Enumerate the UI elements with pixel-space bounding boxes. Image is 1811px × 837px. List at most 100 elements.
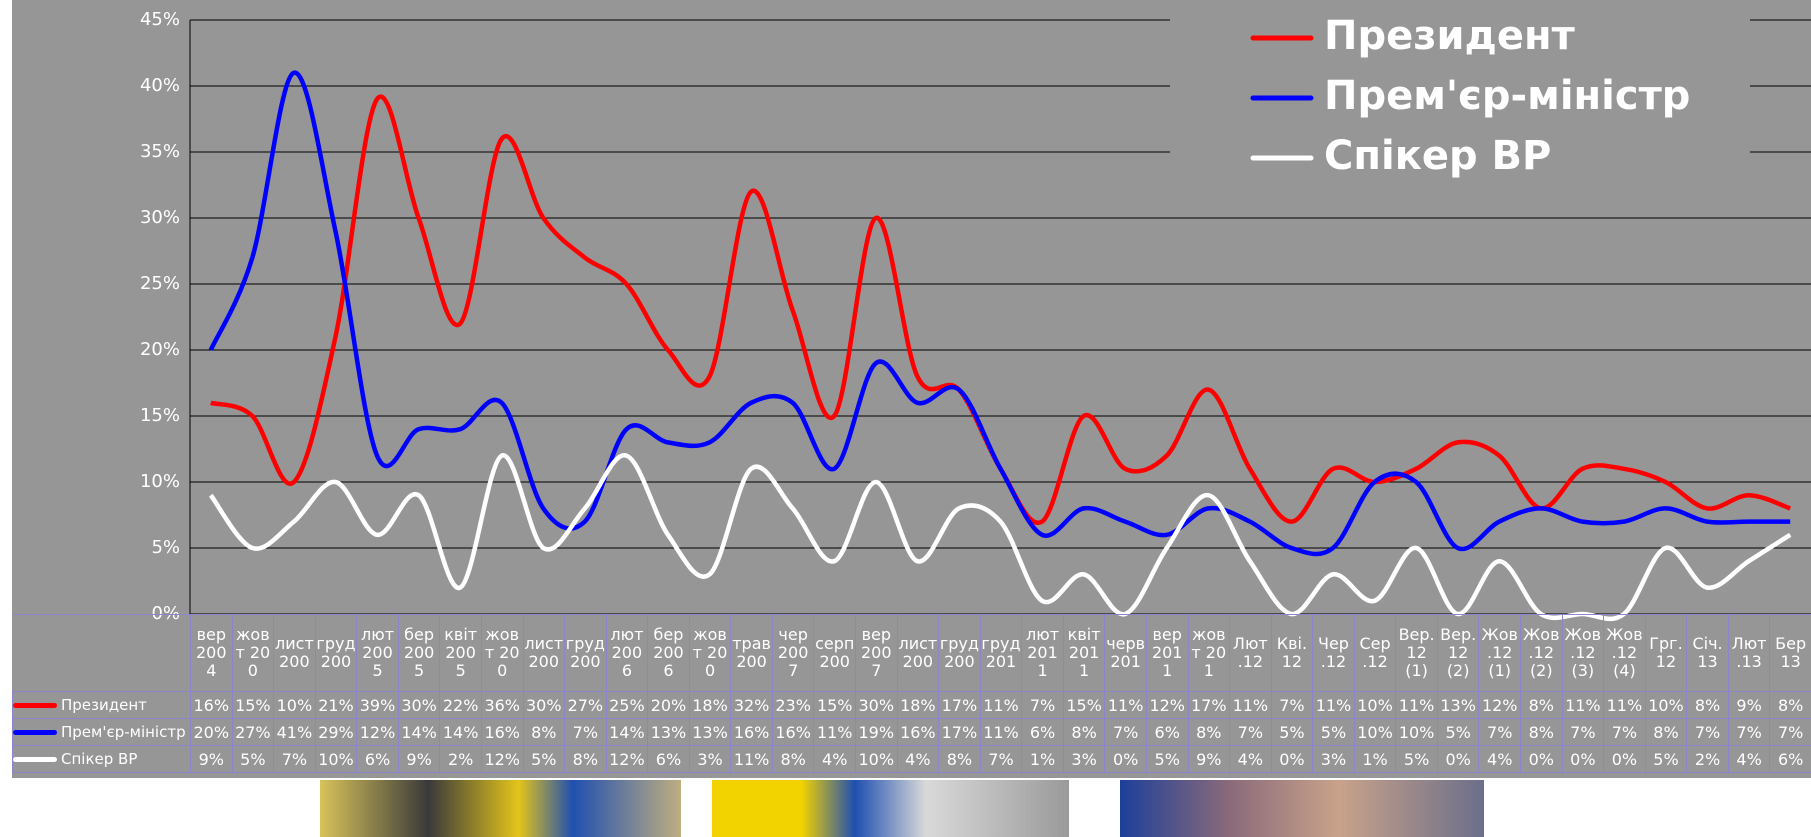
y-tick-label: 15% (140, 405, 180, 426)
data-row: Президент 16% 15% 10% 21% 39% 30% 22% 36% 30% 27% 2… (12, 691, 1811, 719)
value-cell: 9% (190, 745, 233, 773)
video-thumbnail (320, 780, 681, 837)
category-label: вер 2011 (1145, 614, 1189, 692)
category-label: вер 2004 (190, 614, 233, 692)
value-cell: 17% (1187, 691, 1231, 719)
value-cell: 7% (1270, 691, 1314, 719)
category-label: вер 2007 (855, 614, 898, 692)
value-cell: 7% (1229, 718, 1272, 746)
video-thumbnail (1120, 780, 1484, 837)
value-cell: 29% (314, 718, 358, 746)
value-cell: 10% (1353, 718, 1397, 746)
category-label: лист 200 (273, 614, 316, 692)
series-line (208, 453, 1792, 622)
value-cell: 10% (855, 745, 898, 773)
value-cell: 0% (1603, 745, 1646, 773)
value-cell: 6% (647, 745, 690, 773)
value-cell: 11% (1561, 691, 1605, 719)
category-label: Лют .13 (1727, 614, 1771, 692)
value-cell: 0% (1520, 745, 1563, 773)
row-swatch (13, 730, 57, 735)
value-cell: 14% (397, 718, 441, 746)
value-cell: 0% (1436, 745, 1480, 773)
row-swatch (13, 703, 57, 708)
y-tick-label: 40% (140, 75, 180, 96)
value-cell: 9% (1727, 691, 1771, 719)
value-cell: 25% (605, 691, 649, 719)
value-cell: 15% (813, 691, 856, 719)
category-label: Жов .12(2) (1520, 614, 1563, 692)
category-label: Кві. 12 (1270, 614, 1314, 692)
value-cell: 17% (938, 691, 981, 719)
row-label: Президент (12, 691, 191, 719)
category-label: жовт 200 (231, 614, 275, 692)
value-cell: 21% (314, 691, 358, 719)
video-thumbnail (712, 780, 1069, 837)
value-cell: 11% (813, 718, 856, 746)
category-label: трав 200 (730, 614, 773, 692)
category-label: серп 200 (813, 614, 856, 692)
value-cell: 12% (1478, 691, 1521, 719)
row-name: Прем'єр-міністр (61, 723, 186, 741)
header-row: вер 2004 жовт 200 лист 200 груд 200 лют 2005… (12, 614, 1811, 692)
value-cell: 10% (1353, 691, 1397, 719)
value-cell: 5% (1395, 745, 1438, 773)
value-cell: 7% (1727, 718, 1771, 746)
value-cell: 8% (771, 745, 815, 773)
value-cell: 12% (356, 718, 399, 746)
row-name: Президент (61, 696, 147, 714)
value-cell: 6% (1145, 718, 1189, 746)
row-label: Спікер ВР (12, 745, 191, 773)
category-label: Вер. 12(1) (1395, 614, 1438, 692)
value-cell: 5% (1436, 718, 1480, 746)
value-cell: 4% (1478, 745, 1521, 773)
value-cell: 4% (896, 745, 940, 773)
category-label: лист 200 (522, 614, 566, 692)
value-cell: 8% (1520, 691, 1563, 719)
value-cell: 7% (1603, 718, 1646, 746)
value-cell: 7% (1769, 718, 1811, 746)
data-table: вер 2004 жовт 200 лист 200 груд 200 лют 2005… (12, 614, 1811, 773)
category-label: Бер 13 (1769, 614, 1811, 692)
series-line (210, 94, 1791, 526)
value-cell: 18% (896, 691, 940, 719)
y-tick-label: 5% (151, 537, 180, 558)
y-tick-label: 45% (140, 9, 180, 30)
value-cell: 11% (979, 691, 1023, 719)
category-label: квіт 2005 (439, 614, 482, 692)
value-cell: 13% (647, 718, 690, 746)
category-label: лют 2006 (605, 614, 649, 692)
category-label: Чер .12 (1312, 614, 1355, 692)
value-cell: 36% (480, 691, 524, 719)
value-cell: 7% (1478, 718, 1521, 746)
category-label: жовт 200 (688, 614, 732, 692)
value-cell: 1% (1353, 745, 1397, 773)
value-cell: 8% (1769, 691, 1811, 719)
category-label: жовт 200 (480, 614, 524, 692)
legend-label: Прем'єр-міністр (1324, 73, 1690, 119)
value-cell: 9% (1187, 745, 1231, 773)
value-cell: 23% (771, 691, 815, 719)
series-line (208, 70, 1791, 557)
category-label: груд 200 (938, 614, 981, 692)
value-cell: 7% (1104, 718, 1147, 746)
category-label: черв 201 (1104, 614, 1147, 692)
value-cell: 14% (605, 718, 649, 746)
value-cell: 11% (1603, 691, 1646, 719)
value-cell: 4% (1229, 745, 1272, 773)
value-cell: 16% (771, 718, 815, 746)
value-cell: 11% (979, 718, 1023, 746)
value-cell: 16% (896, 718, 940, 746)
value-cell: 6% (356, 745, 399, 773)
value-cell: 5% (1644, 745, 1688, 773)
category-label: квіт 2011 (1062, 614, 1106, 692)
value-cell: 4% (1727, 745, 1771, 773)
value-cell: 30% (855, 691, 898, 719)
value-cell: 13% (1436, 691, 1480, 719)
category-label: лист 200 (896, 614, 940, 692)
value-cell: 32% (730, 691, 773, 719)
value-cell: 20% (647, 691, 690, 719)
legend-label: Спікер ВР (1324, 133, 1551, 179)
value-cell: 12% (1145, 691, 1189, 719)
y-tick-label: 10% (140, 471, 180, 492)
